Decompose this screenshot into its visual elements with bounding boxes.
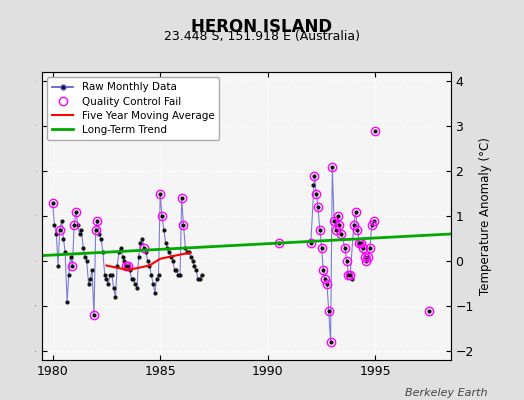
Text: 23.448 S, 151.918 E (Australia): 23.448 S, 151.918 E (Australia) bbox=[164, 30, 360, 43]
Legend: Raw Monthly Data, Quality Control Fail, Five Year Moving Average, Long-Term Tren: Raw Monthly Data, Quality Control Fail, … bbox=[47, 77, 220, 140]
Y-axis label: Temperature Anomaly (°C): Temperature Anomaly (°C) bbox=[479, 137, 493, 295]
Text: HERON ISLAND: HERON ISLAND bbox=[191, 18, 333, 36]
Text: Berkeley Earth: Berkeley Earth bbox=[405, 388, 487, 398]
